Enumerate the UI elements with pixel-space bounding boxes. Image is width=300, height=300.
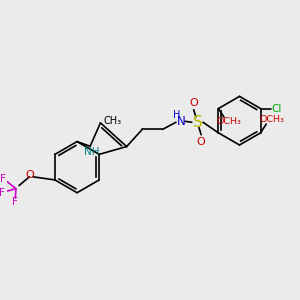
Text: H: H [173,110,180,120]
Text: CH₃: CH₃ [104,116,122,126]
Text: Cl: Cl [272,103,282,113]
Text: NH: NH [84,148,100,158]
Text: F: F [0,174,6,184]
Text: OCH₃: OCH₃ [217,117,242,126]
Text: F: F [0,188,5,198]
Text: O: O [197,136,206,147]
Text: OCH₃: OCH₃ [259,115,284,124]
Text: O: O [189,98,198,108]
Text: O: O [25,170,34,180]
Text: F: F [12,197,18,207]
Text: S: S [193,115,202,130]
Text: N: N [177,115,186,128]
